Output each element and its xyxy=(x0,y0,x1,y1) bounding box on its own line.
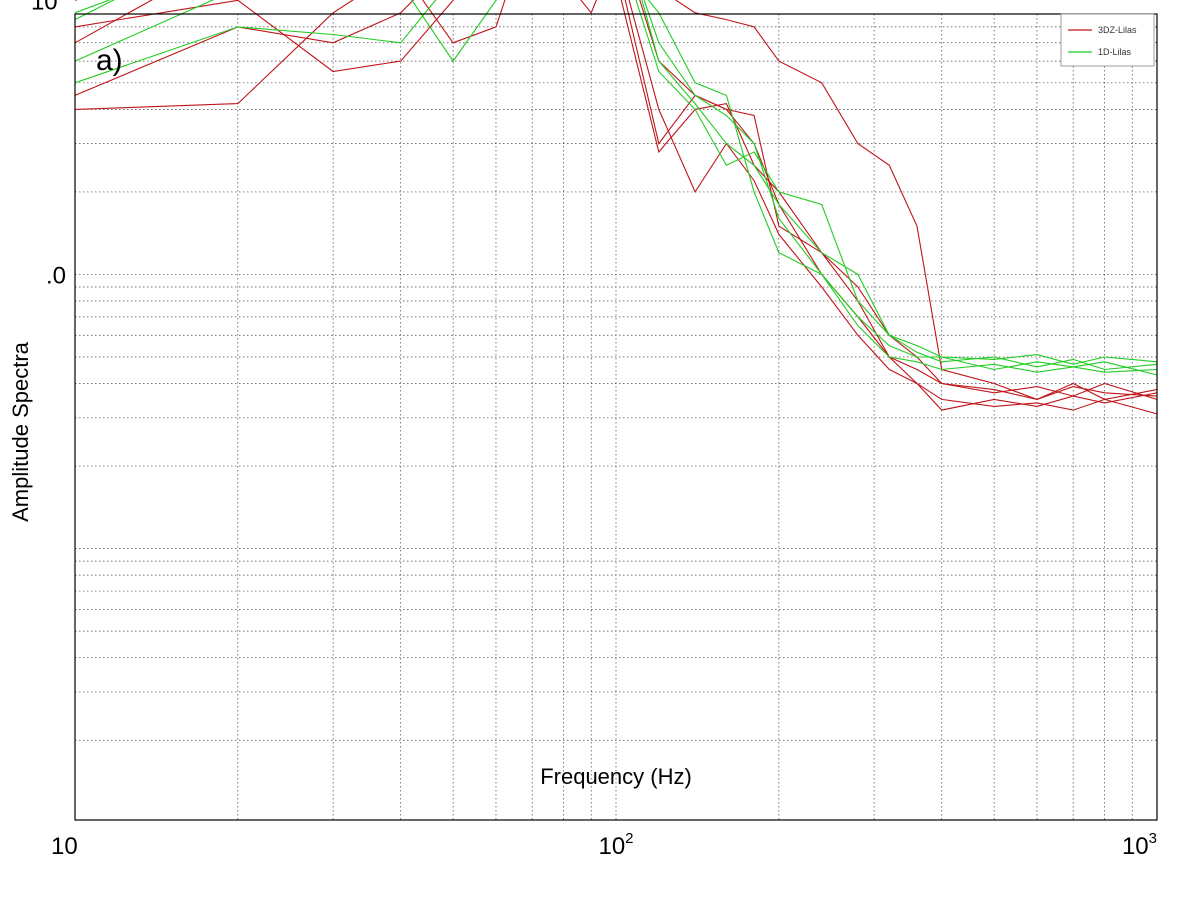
series-line-3 xyxy=(74,0,1158,415)
series-lines xyxy=(74,0,1158,415)
series-line-6 xyxy=(74,0,1158,371)
x-tick-label: 103 xyxy=(1122,830,1157,860)
legend-label: 1D-Lilas xyxy=(1098,47,1132,57)
tick-labels: 10 102 103 102 .0 xyxy=(31,0,1157,860)
panel-label: a) xyxy=(96,44,123,77)
legend: 3DZ-Lilas 1D-Lilas xyxy=(1060,13,1155,67)
y-tick-label: .0 xyxy=(46,262,66,289)
x-tick-label: 102 xyxy=(598,830,633,860)
series-line-7 xyxy=(74,0,1158,376)
series-line-5 xyxy=(74,0,1158,373)
x-axis-title: Frequency (Hz) xyxy=(540,764,692,789)
series-line-8 xyxy=(74,0,1158,365)
grid xyxy=(74,14,1158,820)
series-line-0 xyxy=(74,0,1158,400)
plot-frame xyxy=(74,13,1158,821)
legend-box xyxy=(1060,13,1155,67)
x-tick-label: 10 xyxy=(51,833,78,860)
legend-label: 3DZ-Lilas xyxy=(1098,25,1137,35)
y-tick-label: 102 xyxy=(31,0,66,15)
series-line-2 xyxy=(74,0,1158,400)
y-axis-title: Amplitude Spectra xyxy=(8,341,33,522)
